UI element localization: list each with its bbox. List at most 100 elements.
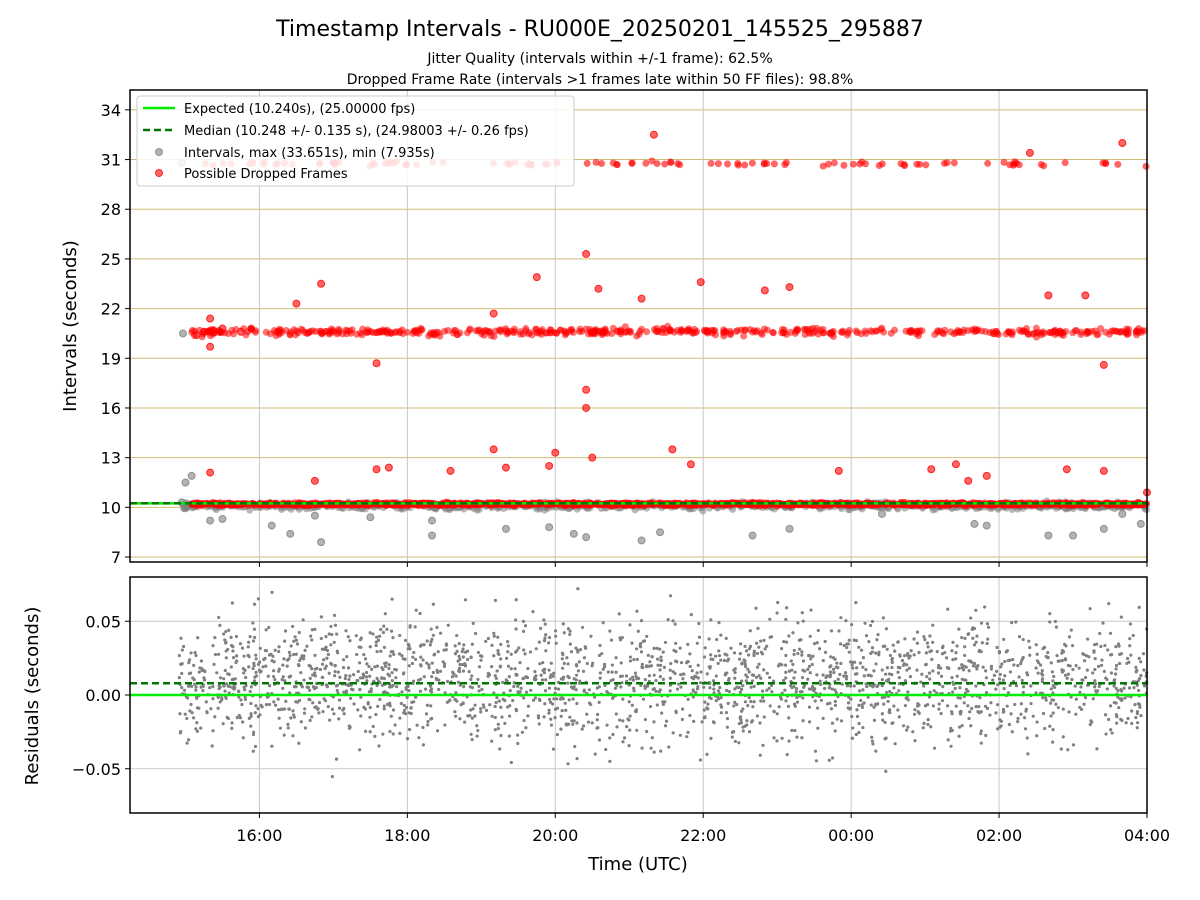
residual-point — [645, 729, 649, 734]
residual-point — [722, 658, 726, 663]
residual-point — [611, 732, 615, 737]
residual-point — [759, 699, 763, 703]
residual-point — [1135, 721, 1140, 725]
dropped-frame-point — [984, 159, 992, 167]
residual-point — [932, 746, 937, 750]
residual-point — [239, 698, 243, 702]
residual-point — [507, 714, 512, 718]
legend-dropped-label: Possible Dropped Frames — [184, 167, 348, 182]
residual-point — [554, 634, 558, 638]
residual-point — [859, 648, 864, 652]
residual-point — [443, 662, 447, 666]
dropped-frame-point — [678, 327, 686, 335]
residual-point — [358, 687, 362, 691]
residual-point — [1048, 612, 1052, 616]
residual-point — [880, 677, 884, 682]
interval-point — [267, 521, 276, 530]
residual-point — [463, 650, 468, 654]
residual-point — [430, 674, 434, 679]
residual-point — [254, 657, 258, 661]
residual-point — [603, 683, 607, 688]
dropped-frame-point — [951, 460, 960, 469]
residual-point — [553, 707, 558, 711]
residual-point — [179, 729, 183, 734]
residual-point — [602, 665, 607, 669]
dropped-frame-point — [1118, 138, 1127, 147]
residual-point — [881, 718, 885, 722]
residual-point — [329, 624, 333, 629]
residual-point — [635, 609, 639, 613]
residual-point — [358, 661, 362, 665]
dropped-frame-point — [403, 328, 411, 336]
residual-point — [595, 712, 600, 717]
residual-point — [252, 679, 257, 683]
residual-point — [663, 640, 668, 645]
interval-point — [428, 531, 437, 540]
residual-point — [458, 657, 462, 661]
residual-point — [1004, 650, 1008, 654]
residual-point — [800, 650, 804, 654]
residual-point — [413, 657, 418, 662]
residual-point — [1139, 673, 1143, 678]
dropped-frame-point — [495, 326, 503, 334]
residual-point — [876, 633, 880, 637]
residual-point — [949, 744, 953, 748]
residual-point — [732, 668, 736, 672]
residual-point — [1115, 715, 1119, 719]
residual-point — [324, 634, 328, 639]
residual-point — [795, 695, 799, 700]
residual-point — [566, 662, 570, 666]
residual-point — [497, 652, 501, 656]
residual-point — [724, 636, 728, 640]
residual-point — [278, 726, 282, 730]
residual-point — [709, 736, 713, 740]
residual-point — [195, 696, 199, 700]
residual-point — [238, 642, 243, 646]
residual-point — [726, 657, 731, 661]
residual-point — [855, 666, 859, 670]
residual-point — [1059, 747, 1063, 751]
residual-point — [222, 684, 226, 688]
residual-point — [1063, 658, 1068, 662]
residual-point — [621, 697, 625, 701]
residual-point — [776, 600, 780, 605]
residual-point — [256, 707, 260, 711]
residual-point — [252, 661, 256, 665]
residual-point — [823, 639, 827, 644]
residual-point — [499, 733, 503, 738]
residual-point — [746, 667, 750, 671]
residual-point — [1082, 659, 1087, 663]
residual-point — [216, 706, 220, 710]
dropped-frame-point — [570, 328, 578, 336]
intervals-y-tick-label: 13 — [101, 449, 121, 468]
residual-point — [1020, 659, 1024, 663]
interval-point — [582, 533, 591, 542]
residual-point — [714, 699, 718, 703]
residual-point — [628, 677, 632, 681]
residual-point — [1082, 652, 1086, 657]
dropped-frame-point — [1032, 324, 1040, 332]
residual-point — [542, 639, 547, 643]
residual-point — [513, 667, 517, 671]
dropped-frame-point — [489, 309, 498, 318]
residual-point — [308, 718, 312, 723]
residual-point — [931, 623, 935, 627]
residual-point — [516, 684, 520, 688]
residual-point — [1028, 653, 1032, 657]
residual-point — [733, 676, 737, 680]
dropped-frame-point — [830, 159, 838, 167]
residual-point — [974, 684, 978, 688]
residual-point — [421, 743, 425, 747]
dropped-frame-point — [824, 160, 832, 168]
residual-point — [794, 687, 799, 691]
residual-point — [758, 721, 762, 725]
residual-point — [908, 674, 913, 679]
residual-point — [803, 669, 807, 673]
residual-point — [917, 711, 921, 715]
residual-point — [237, 689, 241, 694]
residual-point — [707, 637, 711, 641]
residual-point — [1069, 628, 1073, 632]
residual-point — [371, 724, 375, 729]
residual-point — [366, 700, 370, 705]
residual-point — [1110, 731, 1114, 735]
